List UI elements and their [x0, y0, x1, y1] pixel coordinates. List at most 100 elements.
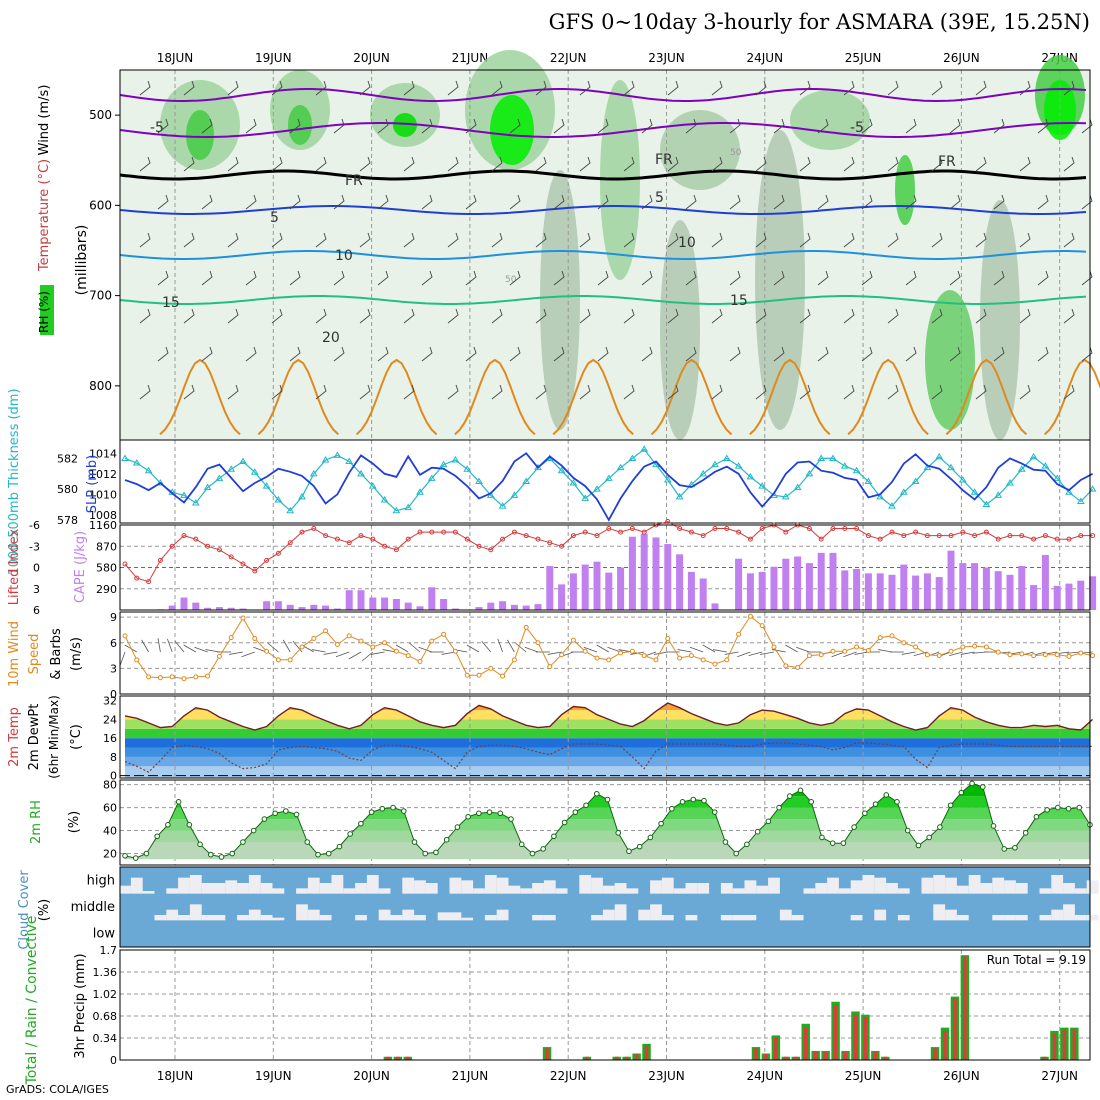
rh-tick-label: 20 — [103, 848, 117, 861]
lifted-index-point — [995, 536, 1001, 542]
cloud-bar-middle — [650, 904, 662, 921]
rh-point — [658, 820, 664, 827]
lifted-index-point — [641, 529, 647, 535]
cape-bar — [416, 606, 424, 610]
lifted-index-point — [618, 529, 624, 535]
wind-barb — [359, 156, 371, 172]
cape-bar — [569, 573, 577, 610]
rh-point — [454, 824, 461, 830]
wind-speed-point — [594, 655, 600, 661]
cloud-panel: high middle low — [71, 867, 1099, 947]
rh-tick-label: 60 — [103, 802, 117, 815]
cloud-bar-middle — [1086, 915, 1099, 921]
wind-barb — [245, 118, 257, 134]
cloud-bar-middle — [1015, 915, 1028, 921]
rh-fill-region — [660, 110, 740, 190]
lifted-index-point — [429, 529, 435, 535]
wind-barb — [711, 384, 723, 400]
lifted-index-point — [570, 533, 576, 539]
wind-barb — [1019, 232, 1031, 248]
precip-convective-bar — [803, 1027, 808, 1060]
wind-barb — [403, 80, 415, 96]
cloud-bar-high — [968, 875, 981, 894]
wind-barb — [201, 118, 213, 134]
wind-barb — [229, 651, 244, 655]
wind-barb — [724, 651, 739, 655]
cape-bar — [746, 573, 754, 610]
cloud-bar-high — [378, 888, 391, 894]
chart-title: GFS 0~10day 3-hourly for ASMARA (39E, 15… — [548, 10, 1090, 34]
precip-convective-bar — [624, 1056, 629, 1060]
day-label-top: 20JUN — [353, 51, 390, 65]
thickness-point — [970, 488, 979, 495]
wind-barb — [878, 649, 893, 653]
wind-barb — [227, 308, 239, 324]
cloud-bar-middle — [744, 915, 757, 921]
contour-label: FR — [345, 173, 363, 189]
cape-bar — [711, 603, 719, 610]
rh-point — [443, 836, 450, 843]
cape-bar — [864, 573, 872, 610]
wind-speed-point — [299, 644, 305, 650]
cape-bar — [1006, 574, 1014, 610]
wind-barb — [1063, 384, 1075, 400]
isotherm-20 — [650, 358, 733, 436]
wind-barb — [292, 641, 303, 653]
lifted-index-point — [323, 533, 329, 539]
wind-barb — [370, 651, 385, 655]
wind-tick-label: 9 — [110, 611, 117, 624]
wind-barb — [785, 644, 798, 653]
wind-barb — [535, 232, 547, 248]
cape-bar — [581, 564, 589, 610]
precip-convective-bar — [386, 1056, 390, 1060]
isotherm-20 — [159, 358, 241, 436]
wind-barb — [583, 646, 598, 653]
cape-bar — [923, 573, 931, 610]
wind-speed-point — [995, 649, 1001, 655]
wind-speed-point — [205, 673, 211, 679]
rh-point — [272, 810, 278, 817]
wind-barb — [157, 118, 169, 134]
wind-speed-point — [983, 644, 989, 650]
wind-barb — [913, 651, 928, 657]
wind-barb — [748, 651, 763, 657]
isotherm-20 — [749, 358, 831, 436]
cloud-bar-high — [355, 883, 367, 894]
precip-convective-bar — [843, 1051, 848, 1060]
wind-barb — [491, 156, 503, 172]
thickness-point — [958, 475, 967, 483]
slp-tick-label: 1012 — [89, 468, 117, 481]
rh-point — [497, 810, 504, 817]
rh-point — [883, 792, 890, 798]
rh-point — [669, 805, 675, 812]
wind-barb — [447, 308, 459, 324]
wind-speed-point — [370, 644, 376, 650]
rh-point — [486, 809, 493, 815]
thickness-slp-frame — [119, 439, 1091, 524]
wind-speed-point — [417, 659, 423, 665]
wind-barb — [183, 384, 195, 400]
wind-barb — [553, 118, 565, 134]
cloud-bar-high — [520, 888, 533, 894]
wind-barb — [183, 232, 195, 248]
wind-barb — [315, 308, 327, 324]
cloud-bar-high — [1051, 875, 1064, 894]
cloud-bar-middle — [237, 915, 249, 921]
wind-speed-point — [582, 648, 588, 654]
cloud-bar-high — [508, 885, 521, 894]
wind-barb — [843, 232, 855, 248]
cloud-bar-middle — [1004, 915, 1016, 921]
wind-barb — [547, 651, 562, 655]
wind-barb — [271, 308, 283, 324]
lifted-index-point — [865, 533, 871, 539]
cloud-bar-high — [119, 885, 131, 894]
cloud-bar-middle — [260, 915, 273, 921]
rh-point — [476, 810, 482, 817]
lifted-index-point — [677, 526, 683, 532]
cloud-bar-high — [1039, 888, 1052, 894]
wind-barb — [139, 384, 151, 400]
precip-convective-bar — [943, 1030, 947, 1060]
cape-bar — [900, 564, 908, 610]
wind-speed-point — [122, 633, 128, 639]
lifted-index-point — [759, 526, 765, 532]
